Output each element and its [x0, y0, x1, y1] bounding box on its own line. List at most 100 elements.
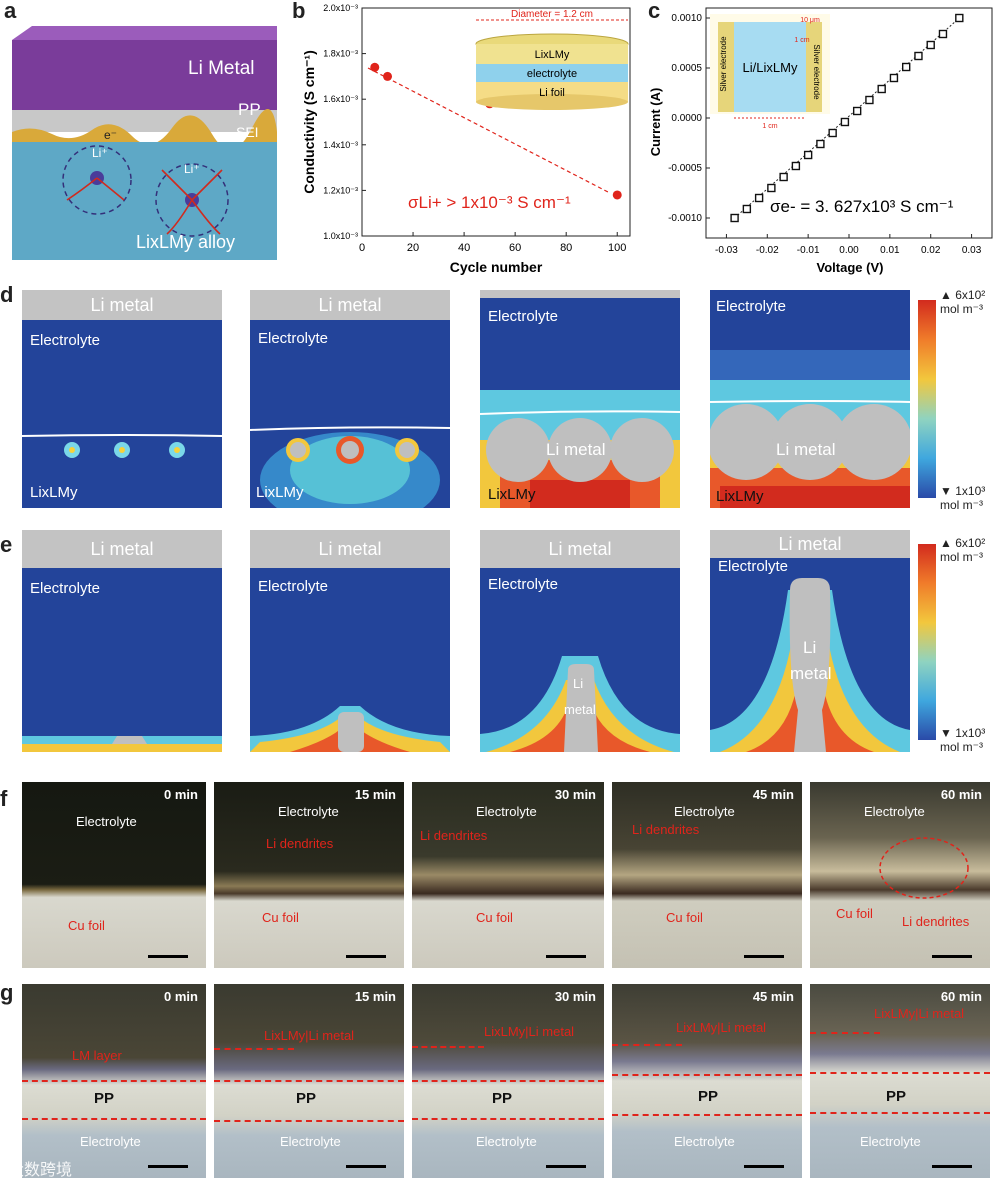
data-point: [865, 95, 874, 105]
panel-g-frame-4: 45 min LixLMy|Li metal PP Electrolyte: [612, 984, 802, 1178]
x-tick-label: 60: [509, 242, 521, 254]
pp-label: PP: [296, 1090, 317, 1107]
time-label: 45 min: [752, 787, 794, 802]
data-point: [791, 161, 801, 171]
inset-c-center: Li/LixLMy: [743, 60, 798, 75]
electrolyte-label: Electrolyte: [488, 308, 559, 325]
panel-e-frame-1: Li metal Electrolyte: [22, 530, 222, 752]
li-ion-label: Li⁺: [92, 146, 108, 160]
top-metal-label: Li metal: [250, 290, 450, 320]
data-point: [852, 106, 862, 116]
panel-b-chart: 1.0x10⁻³ 1.2x10⁻³ 1.4x10⁻³ 1.6x10⁻³ 1.8x10⁻³…: [301, 3, 631, 275]
time-label: 15 min: [354, 787, 396, 802]
x-tick-label: 80: [560, 242, 572, 254]
layer-label: LixLMy|Li metal: [676, 1020, 767, 1035]
electrolyte-label: Electrolyte: [278, 804, 339, 819]
electrolyte-label: Electrolyte: [76, 814, 137, 829]
panel-e-frame-2: Li metal Electrolyte: [250, 530, 450, 752]
alloy-label: LixLMy: [716, 488, 764, 505]
panel-letter-g: g: [0, 980, 14, 1005]
electron-label: e⁻: [104, 128, 118, 142]
inset-c-dim2: 1 cm: [794, 37, 809, 44]
x-tick-label: -0.01: [797, 245, 820, 256]
data-point: [914, 51, 923, 61]
data-point: [370, 62, 380, 72]
colorbar-d-min: ▼ 1x10³ mol m⁻³: [940, 484, 986, 512]
data-point: [612, 190, 622, 200]
panel-g-frame-5: 60 min LixLMy|Li metal PP Electrolyte: [810, 984, 990, 1178]
inset-b-layer1: LixLMy: [535, 49, 570, 61]
x-tick-label: 20: [407, 242, 419, 254]
alloy-label: LixLMy: [256, 484, 304, 501]
data-point: [730, 213, 739, 223]
data-point: [767, 183, 776, 193]
scale-bar: [932, 1165, 972, 1168]
data-point: [383, 71, 393, 81]
y-tick-label: 1.6x10⁻³: [323, 94, 358, 104]
y-tick-label: -0.0005: [668, 163, 702, 174]
inset-b-layer3: Li foil: [539, 87, 565, 99]
annotation-b: σLi+ > 1x10⁻³ S cm⁻¹: [408, 193, 571, 212]
inset-c-left: Silver electrode: [719, 36, 728, 92]
electrolyte-label: Electrolyte: [488, 576, 559, 593]
data-point: [779, 172, 788, 182]
time-label: 30 min: [554, 989, 596, 1004]
li-ion-label-2: Li⁺: [184, 162, 200, 176]
li-metal-label: Li metal: [776, 440, 836, 459]
data-point: [754, 193, 764, 203]
layer-label: LM layer: [72, 1048, 122, 1063]
x-tick-label: 0.00: [839, 245, 859, 256]
y-tick-label: 1.8x10⁻³: [323, 49, 358, 59]
panel-f-frame-2: 15 min Electrolyte Li dendrites Cu foil: [214, 782, 404, 968]
electrolyte-label: Electrolyte: [860, 1134, 921, 1149]
data-point: [828, 128, 837, 138]
y-tick-label: 1.4x10⁻³: [323, 140, 358, 150]
data-point: [938, 29, 948, 39]
time-label: 0 min: [164, 787, 198, 802]
x-tick-label: 40: [458, 242, 470, 254]
dendrites-label: Li dendrites: [632, 822, 700, 837]
scale-bar: [346, 1165, 386, 1168]
alloy-label: LixLMy alloy: [136, 232, 236, 252]
x-tick-label: 0.03: [962, 245, 982, 256]
alloy-label: LixLMy: [30, 484, 78, 501]
panel-f-frame-3: 30 min Electrolyte Li dendrites Cu foil: [412, 782, 604, 968]
watermark: 大数跨境: [8, 1162, 73, 1179]
pp-label: PP: [886, 1088, 907, 1105]
colorbar-d-max: ▲ 6x10² mol m⁻³: [940, 288, 986, 316]
inset-c: Li/LixLMy Silver electrode Silver electr…: [710, 14, 830, 130]
panel-letter-b: b: [292, 0, 306, 23]
inset-b: Diameter = 1.2 cm LixLMy electrolyte Li …: [475, 9, 629, 110]
top-metal-label: Li metal: [22, 290, 222, 320]
panel-g-frame-3: 30 min LixLMy|Li metal PP Electrolyte: [412, 984, 604, 1178]
time-label: 60 min: [940, 787, 982, 802]
y-axis-label-c: Current (A): [650, 88, 663, 157]
sei-label: SEI: [236, 124, 259, 140]
colorbar-e: [918, 544, 936, 740]
panel-g-frame-1: 0 min LM layer PP Electrolyte: [22, 984, 206, 1178]
dendrites-label: Li dendrites: [266, 836, 334, 851]
li-metal-label-line2: metal: [564, 702, 596, 717]
top-metal-label: Li metal: [250, 530, 450, 568]
scale-bar: [932, 955, 972, 958]
top-metal-label: Li metal: [480, 530, 680, 568]
electrolyte-label: Electrolyte: [716, 298, 787, 315]
pp-label: PP: [698, 1088, 719, 1105]
panel-letter-a: a: [4, 0, 17, 23]
pp-label: PP: [94, 1090, 115, 1107]
electrolyte-label: Electrolyte: [30, 332, 101, 349]
colorbar-d: [918, 300, 936, 498]
cu-foil-label: Cu foil: [262, 910, 299, 925]
layer-label: LixLMy|Li metal: [874, 1006, 965, 1021]
time-label: 30 min: [554, 787, 596, 802]
x-tick-label: 0: [359, 242, 365, 254]
x-axis-label-b: Cycle number: [450, 259, 543, 275]
x-tick-label: -0.03: [715, 245, 738, 256]
layer-label: LixLMy|Li metal: [264, 1028, 355, 1043]
electrolyte-label: Electrolyte: [280, 1134, 341, 1149]
top-metal-label: Li metal: [710, 530, 910, 558]
annotation-c: σe- = 3. 627x10³ S cm⁻¹: [770, 197, 954, 216]
electrolyte-label: Electrolyte: [864, 804, 925, 819]
y-tick-label: 0.0005: [671, 63, 702, 74]
panel-f-frame-1: 0 min Electrolyte Cu foil: [22, 782, 206, 968]
